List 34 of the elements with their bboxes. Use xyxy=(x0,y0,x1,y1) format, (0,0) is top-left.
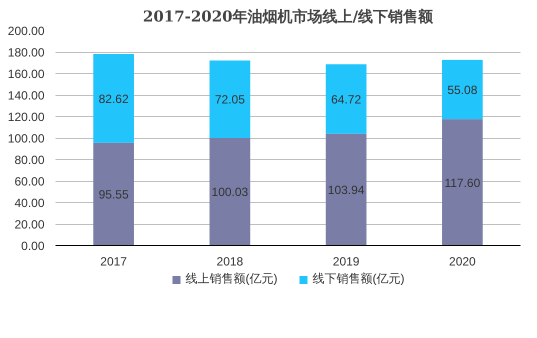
y-tick-label: 60.00 xyxy=(14,174,45,188)
text: 117.60 xyxy=(444,176,480,190)
bar xyxy=(210,138,250,246)
bar xyxy=(210,60,250,138)
x-tick-label: 2017 xyxy=(100,254,128,268)
text: 64.72 xyxy=(331,92,362,106)
bar xyxy=(93,54,134,143)
text: 95.55 xyxy=(98,188,129,202)
y-tick-label: 120.00 xyxy=(8,110,45,124)
chart-title: 2017-2020年油烟机市场线上/线下销售额 xyxy=(142,8,434,26)
y-tick-label: 140.00 xyxy=(8,88,45,102)
x-tick-label: 2018 xyxy=(216,254,244,268)
legend-label: 线上销售额(亿元) xyxy=(186,270,278,288)
bar xyxy=(442,60,483,120)
bar xyxy=(326,134,366,246)
x-tick-label: 2020 xyxy=(449,254,476,268)
text: 72.05 xyxy=(214,92,245,107)
text: 103.94 xyxy=(328,183,364,198)
y-tick-label: 40.00 xyxy=(14,196,45,210)
text: 82.62 xyxy=(98,92,129,106)
bar xyxy=(326,64,366,134)
text: 55.08 xyxy=(447,82,478,97)
y-tick-label: 0.00 xyxy=(21,239,45,253)
text: 100.03 xyxy=(212,185,248,200)
y-tick-label: 20.00 xyxy=(14,218,45,232)
y-tick-label: 80.00 xyxy=(14,153,45,167)
legend-label: 线下销售额(亿元) xyxy=(312,270,404,288)
bar xyxy=(442,119,483,246)
y-tick-label: 180.00 xyxy=(8,46,45,60)
bar xyxy=(93,142,134,246)
x-tick-label: 2019 xyxy=(332,254,360,268)
y-tick-label: 160.00 xyxy=(8,67,45,81)
y-tick-label: 100.00 xyxy=(8,132,45,146)
y-tick-label: 200.00 xyxy=(8,24,45,38)
